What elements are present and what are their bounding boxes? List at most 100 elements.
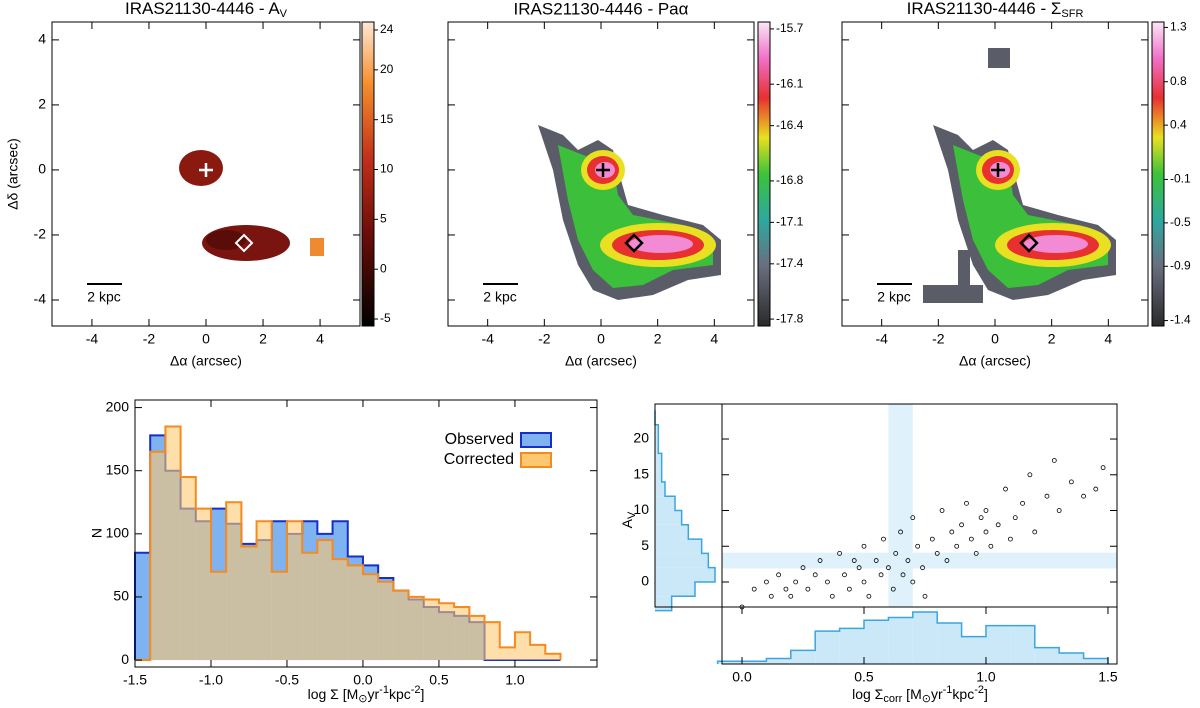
colorbar-tick-label: 1.3 [1170, 20, 1187, 34]
colorbar-tick-label: -0.5 [1170, 215, 1191, 229]
x-tick-label: -4 [481, 331, 494, 347]
scatter-point [788, 593, 794, 599]
x-tick-label: 1.0 [505, 672, 525, 688]
marginal-bar [655, 481, 665, 497]
y-tick-label: 50 [113, 588, 129, 604]
y-tick-label: 20 [633, 430, 649, 446]
scatter-point [824, 579, 830, 585]
scatter-point [910, 515, 916, 521]
x-axis-label: Δα (arcsec) [170, 353, 242, 369]
histogram-bar [408, 596, 424, 661]
colorbar [757, 21, 771, 327]
scatter-point [915, 543, 921, 549]
histogram-bar [484, 622, 500, 661]
scatter-point [890, 586, 896, 592]
y-tick-label: 15 [633, 465, 649, 481]
marginal-bar [655, 496, 675, 511]
scale-bar-label: 2 kpc [483, 289, 516, 305]
histogram-bar [378, 581, 394, 661]
marginal-bar [815, 631, 840, 664]
scatter-point [846, 586, 852, 592]
colorbar-tick-label: -0.9 [1170, 258, 1191, 272]
scatter-point [873, 558, 879, 563]
x-tick-label: -2 [143, 331, 156, 347]
axes-frame [654, 403, 723, 608]
scatter-point [939, 508, 945, 513]
x-tick-label: 1.5 [1098, 669, 1118, 685]
colorbar-tick-label: 0.8 [1170, 74, 1187, 88]
marginal-bar [655, 439, 659, 454]
marginal-bar [1010, 625, 1035, 664]
marginal-bar [742, 661, 767, 664]
y-tick-label: 0 [121, 651, 129, 667]
scatter-point [983, 508, 989, 513]
colorbar-tick-label: -15.7 [776, 21, 804, 35]
histogram-bar [195, 508, 211, 661]
scatter-point [973, 550, 979, 556]
scatter-point [988, 543, 994, 549]
scatter-point [944, 558, 950, 563]
y-axis-label: AV [619, 511, 638, 528]
scatter-point [1051, 458, 1057, 463]
x-tick-label: 0.5 [429, 672, 449, 688]
y-tick-label: 5 [641, 537, 649, 553]
marginal-bar [1034, 647, 1060, 664]
y-tick-label: 150 [106, 461, 130, 477]
marginal-bar [655, 539, 702, 554]
histogram-bar [545, 653, 561, 661]
marginal-outline [716, 611, 1109, 664]
histogram-bar [393, 590, 409, 661]
x-tick-label: 0.0 [732, 669, 752, 685]
scatter-point [866, 593, 872, 599]
x-tick-label: 4 [316, 331, 324, 347]
scatter-point [776, 572, 782, 578]
scatter-point [964, 500, 969, 506]
x-tick-label: -0.5 [275, 672, 299, 688]
histogram-bar [150, 451, 166, 661]
scatter-point [851, 558, 857, 563]
scatter-point [995, 522, 1001, 528]
legend-label: Corrected [444, 451, 514, 468]
x-tick-label: -2 [932, 331, 945, 347]
scatter-point [861, 543, 867, 549]
x-tick-label: -2 [538, 331, 551, 347]
x-tick-label: 0 [991, 331, 999, 347]
x-axis-label: Δα (arcsec) [959, 353, 1031, 369]
scatter-point [920, 565, 925, 571]
colorbar-tick-label: -17.8 [776, 311, 804, 325]
histogram-outline [135, 425, 562, 662]
histogram-bar [180, 477, 196, 661]
histogram-bar [454, 607, 470, 661]
scatter-point [1032, 529, 1038, 535]
x-tick-label: -1.0 [199, 672, 223, 688]
map-image [179, 150, 324, 261]
scatter-point [800, 565, 806, 571]
colorbar-tick-label: -1.4 [1170, 313, 1191, 327]
x-tick-label: 2 [654, 331, 662, 347]
legend-swatch [520, 452, 552, 468]
histogram-bar [499, 647, 515, 661]
y-tick-label: 4 [38, 31, 46, 47]
y-tick-label: -4 [34, 291, 47, 307]
scatter-point [881, 536, 886, 542]
scatter-point [954, 543, 960, 549]
map-title: IRAS21130-4446 - Paα [514, 0, 689, 18]
histogram-bar [135, 552, 151, 661]
colorbar-tick-label: -17.1 [776, 215, 804, 229]
colorbar-tick-label: 0 [380, 261, 387, 275]
scatter-point [751, 586, 757, 592]
marginal-bar [655, 424, 659, 440]
x-tick-label: 0.0 [353, 672, 373, 688]
histogram-bar [469, 615, 485, 661]
scatter-point [905, 558, 911, 563]
y-band [722, 552, 1117, 569]
histogram-bar [332, 559, 348, 661]
histogram-bar [530, 644, 546, 661]
x-axis-label: log Σ [M⊙yr-1kpc-2] [308, 684, 425, 705]
marginal-bar [655, 553, 709, 568]
x-tick-label: 0 [597, 331, 605, 347]
scatter-point [812, 572, 818, 578]
y-tick-label: -2 [34, 226, 47, 242]
marginal-bar [985, 625, 1011, 664]
x-tick-label: 4 [710, 331, 718, 347]
